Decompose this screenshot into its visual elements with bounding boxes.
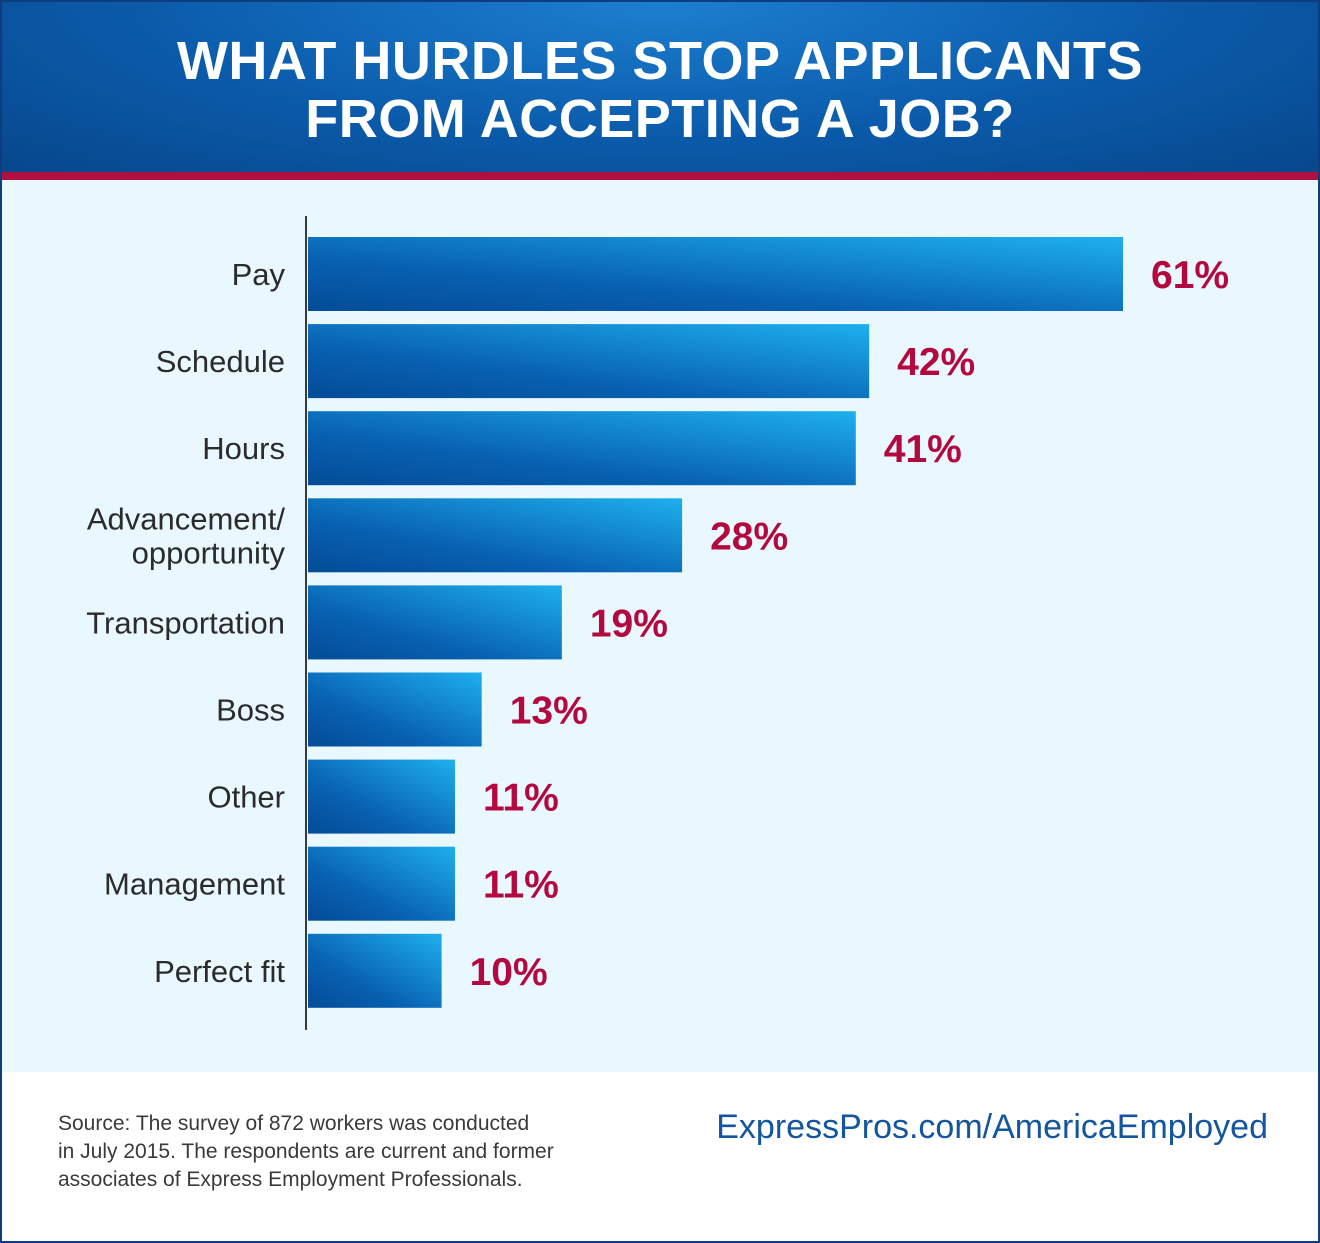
- value-label-6: 11%: [483, 777, 559, 820]
- header-divider: [2, 172, 1318, 180]
- website-link[interactable]: ExpressPros.com/AmericaEmployed: [716, 1108, 1268, 1146]
- bar-5: [308, 672, 482, 747]
- value-label-7: 11%: [483, 864, 559, 907]
- chart-title: WHAT HURDLES STOP APPLICANTS FROM ACCEPT…: [176, 31, 1144, 149]
- header-banner: WHAT HURDLES STOP APPLICANTS FROM ACCEPT…: [2, 2, 1318, 172]
- bar-7: [308, 846, 455, 921]
- source-note: Source: The survey of 872 workers was co…: [58, 1112, 554, 1191]
- value-label-2: 41%: [884, 428, 962, 471]
- category-label-8: Perfect fit: [154, 954, 285, 989]
- bar-1: [308, 324, 870, 399]
- bar-8: [308, 933, 442, 1008]
- footer: Source: The survey of 872 workers was co…: [2, 1072, 1318, 1241]
- category-label-4: Transportation: [86, 605, 285, 640]
- category-label-7: Management: [104, 867, 285, 902]
- category-label-0: Pay: [232, 257, 286, 292]
- value-label-3: 28%: [710, 515, 788, 558]
- bar-2: [308, 411, 856, 486]
- value-label-5: 13%: [510, 690, 588, 733]
- value-label-4: 19%: [590, 602, 668, 645]
- value-label-1: 42%: [897, 341, 975, 384]
- category-label-6: Other: [207, 780, 285, 815]
- bar-0: [308, 237, 1123, 311]
- category-label-1: Schedule: [156, 344, 285, 379]
- value-label-0: 61%: [1151, 254, 1229, 297]
- category-label-2: Hours: [202, 431, 285, 466]
- bar-4: [308, 585, 562, 660]
- bar-3: [308, 498, 683, 573]
- value-label-8: 10%: [470, 951, 548, 994]
- category-label-3: Advancement/opportunity: [87, 501, 286, 570]
- bar-chart: 61% Pay 42% Schedule 41% Hours 28% Advancement/…: [86, 216, 1229, 1030]
- bar-6: [308, 759, 455, 834]
- category-label-5: Boss: [216, 693, 285, 728]
